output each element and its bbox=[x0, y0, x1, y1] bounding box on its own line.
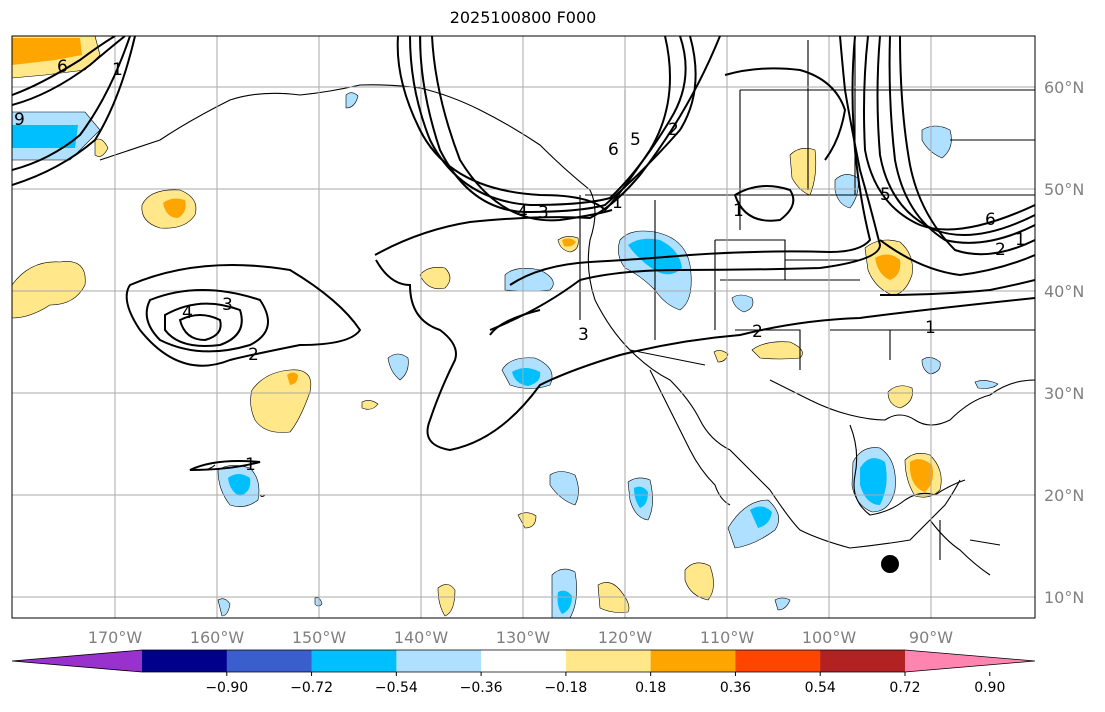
map-title: 2025100800 F000 bbox=[449, 8, 597, 27]
shade-blob bbox=[789, 148, 817, 196]
lon-label: 130°W bbox=[496, 628, 551, 647]
shade-blob bbox=[512, 368, 541, 386]
lat-label: 10°N bbox=[1044, 588, 1084, 607]
colorbar: −0.90 −0.72 −0.54 −0.36 −0.18 0.18 0.36 0.54 0.7… bbox=[11, 649, 1036, 696]
lon-label: 120°W bbox=[598, 628, 653, 647]
shade-blob bbox=[974, 380, 999, 389]
colorbar-tick-label: 0.18 bbox=[635, 680, 666, 696]
contour-label: 3 bbox=[578, 325, 589, 345]
colorbar-segment bbox=[481, 650, 567, 672]
latitude-axis: 60°N 50°N 40°N 30°N 20°N 10°N bbox=[1044, 78, 1084, 607]
colorbar-tick-label: −0.90 bbox=[205, 680, 248, 696]
contour-label: 1 bbox=[733, 201, 744, 221]
colorbar-tick-label: −0.54 bbox=[375, 680, 418, 696]
shade-nw-cool-core bbox=[12, 125, 78, 148]
shade-blob bbox=[774, 597, 791, 611]
contour-label: 6 bbox=[608, 140, 619, 160]
contour-label: 5 bbox=[880, 185, 891, 205]
contour-label: 2 bbox=[752, 322, 763, 342]
colorbar-segment bbox=[142, 650, 228, 672]
lon-label: 110°W bbox=[700, 628, 755, 647]
lon-label: 150°W bbox=[292, 628, 347, 647]
contour-label: 3 bbox=[538, 203, 549, 223]
shade-blob bbox=[684, 562, 714, 601]
colorbar-under-extend bbox=[12, 650, 142, 672]
shade-blob bbox=[217, 598, 231, 617]
lon-label: 160°W bbox=[190, 628, 245, 647]
contour-label: 2 bbox=[995, 240, 1006, 260]
contour-label: 1 bbox=[245, 455, 256, 475]
shade-blob bbox=[860, 458, 887, 505]
shade-blob bbox=[361, 400, 379, 410]
colorbar-tick-label: 0.54 bbox=[805, 680, 836, 696]
lat-label: 40°N bbox=[1044, 282, 1084, 301]
contour-label: 5 bbox=[630, 130, 641, 150]
colorbar-segment bbox=[565, 650, 652, 672]
shade-blob bbox=[419, 267, 451, 289]
contour-label: 2 bbox=[668, 120, 679, 140]
shade-blob bbox=[751, 341, 803, 360]
colorbar-tick-label: 0.90 bbox=[974, 680, 1005, 696]
contours bbox=[12, 36, 1035, 471]
contour-label: 6 bbox=[57, 57, 68, 77]
colorbar-tick-label: −0.18 bbox=[544, 680, 587, 696]
colorbar-tick-label: −0.72 bbox=[290, 680, 333, 696]
lat-label: 30°N bbox=[1044, 384, 1084, 403]
colorbar-tick-label: −0.36 bbox=[460, 680, 503, 696]
shade-blob bbox=[875, 254, 901, 280]
storm-location-marker bbox=[881, 555, 899, 573]
colorbar-segment bbox=[226, 650, 313, 672]
colorbar-tick-label: 0.36 bbox=[720, 680, 751, 696]
contour-label: 3 bbox=[222, 295, 233, 315]
contour-label: 2 bbox=[248, 345, 259, 365]
shade-blob bbox=[94, 138, 109, 157]
shade-blob bbox=[250, 369, 312, 433]
contour-labels: 6 1 9 4 3 2 4 3 6 5 2 1 1 3 2 1 5 6 2 1 … bbox=[14, 57, 1026, 475]
shade-nw-warm-core bbox=[12, 38, 82, 65]
colorbar-tick-label: 0.72 bbox=[889, 680, 920, 696]
colorbar-segment bbox=[735, 650, 821, 672]
shade-blob bbox=[834, 174, 859, 209]
lon-label: 90°W bbox=[909, 628, 953, 647]
shade-blob bbox=[921, 125, 952, 159]
colorbar-segment bbox=[650, 650, 736, 672]
lat-label: 60°N bbox=[1044, 78, 1084, 97]
contour-label: 9 bbox=[14, 110, 25, 130]
contour-label: 4 bbox=[182, 303, 193, 323]
lon-label: 140°W bbox=[394, 628, 449, 647]
shade-blob bbox=[713, 350, 729, 363]
contour-label: 1 bbox=[612, 193, 623, 213]
lat-label: 50°N bbox=[1044, 180, 1084, 199]
lon-label: 170°W bbox=[88, 628, 143, 647]
colorbar-segment bbox=[396, 650, 482, 672]
contour-label: 6 bbox=[985, 210, 996, 230]
colorbar-over-extend bbox=[905, 650, 1035, 672]
contour-label: 1 bbox=[925, 318, 936, 338]
colorbar-segment bbox=[311, 650, 397, 672]
colorbar-segment bbox=[820, 650, 906, 672]
shade-blob bbox=[228, 474, 251, 496]
shade-blob bbox=[910, 459, 934, 492]
shade-blob bbox=[437, 584, 456, 617]
contour-label: 4 bbox=[517, 203, 528, 223]
shade-blob bbox=[562, 238, 576, 247]
shade-blob bbox=[887, 385, 913, 409]
contour-label: 1 bbox=[112, 60, 123, 80]
shade-blob bbox=[287, 372, 298, 385]
shade-blob bbox=[634, 486, 648, 508]
lat-label: 20°N bbox=[1044, 486, 1084, 505]
shade-blob bbox=[750, 506, 772, 528]
shade-blob bbox=[387, 353, 409, 381]
lon-label: 100°W bbox=[802, 628, 857, 647]
shade-blob bbox=[731, 294, 754, 313]
shade-blob bbox=[12, 261, 86, 319]
colorbar-outline bbox=[11, 649, 1036, 673]
contour-label: 1 bbox=[1015, 230, 1026, 250]
longitude-axis: 170°W 160°W 150°W 140°W 130°W 120°W 110°… bbox=[88, 628, 953, 647]
shade-blob bbox=[163, 198, 186, 218]
shade-blob bbox=[345, 92, 359, 109]
plot-frame bbox=[11, 35, 1036, 619]
